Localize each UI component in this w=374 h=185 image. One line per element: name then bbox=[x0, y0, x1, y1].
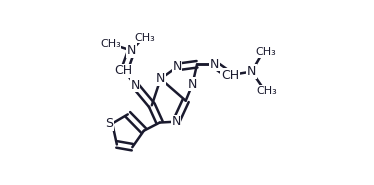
Text: CH₃: CH₃ bbox=[135, 33, 156, 43]
Text: N: N bbox=[247, 65, 256, 78]
Text: CH: CH bbox=[114, 64, 132, 77]
Text: N: N bbox=[171, 115, 181, 128]
Text: N: N bbox=[156, 72, 165, 85]
Text: CH₃: CH₃ bbox=[257, 86, 278, 96]
Text: N: N bbox=[127, 44, 136, 57]
Text: N: N bbox=[210, 58, 219, 71]
Text: CH: CH bbox=[221, 69, 239, 82]
Text: N: N bbox=[131, 79, 140, 92]
Text: N: N bbox=[172, 60, 182, 73]
Text: S: S bbox=[105, 117, 114, 130]
Text: CH₃: CH₃ bbox=[255, 47, 276, 57]
Text: CH₃: CH₃ bbox=[100, 39, 121, 49]
Text: N: N bbox=[188, 78, 197, 91]
